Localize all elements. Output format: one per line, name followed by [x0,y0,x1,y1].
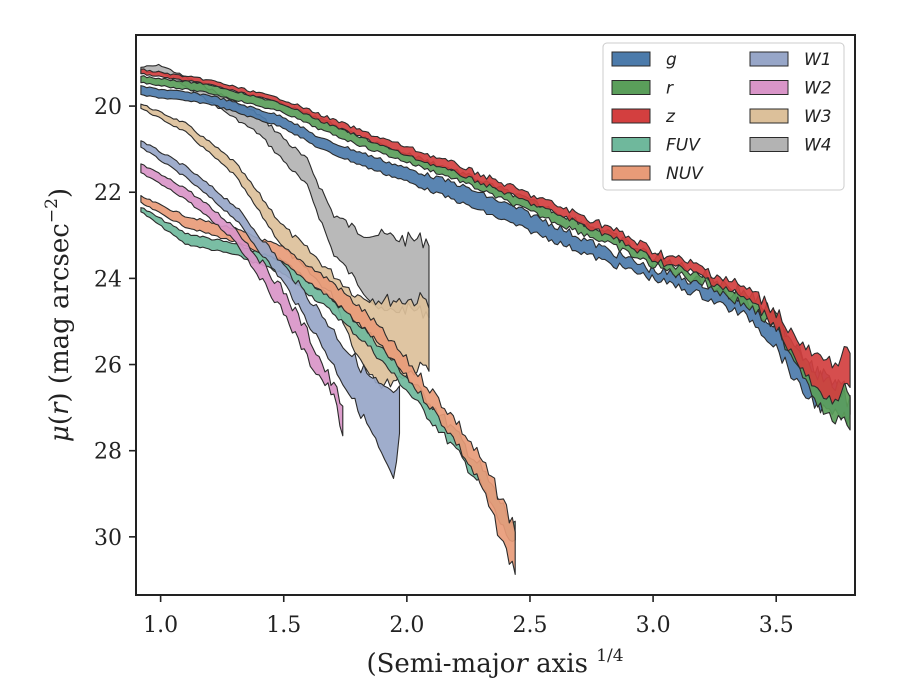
legend-swatch-g [611,51,651,67]
plot-frame [135,34,856,596]
legend-label-FUV: FUV [666,136,701,156]
band-W2 [140,163,344,437]
legend-swatch-NUV [611,165,651,181]
band-z [140,68,851,405]
legend-swatch-W2 [749,80,789,95]
x-tick-label: 1.0 [143,613,178,638]
axis-ticks: 1.0 1.5 2.0 2.5 3.0 3.5 20 22 24 26 28 30 [94,95,794,638]
y-tick-label: 20 [94,95,122,120]
legend-swatch-r [611,80,651,95]
legend-swatch-z [611,108,651,124]
x-tick-label: 2.5 [512,613,547,638]
y-tick-label: 30 [94,526,122,551]
x-tick-label: 1.5 [266,613,301,638]
legend-label-r: r [666,79,674,99]
legend: grz FUV NUV W1 W2 W3 W4 [602,42,845,191]
y-tick-label: 26 [94,354,122,379]
legend-swatch-W3 [749,108,789,124]
legend-label-g: g [666,50,677,70]
legend-swatch-FUV [611,137,651,152]
legend-label-W2: W2 [804,79,832,99]
legend-frame [602,42,845,191]
band-W1 [140,140,401,479]
legend-label-W1: W1 [804,50,832,70]
y-tick-label: 28 [94,440,122,465]
y-tick-label: 24 [94,267,122,292]
x-tick-label: 2.0 [389,613,424,638]
legend-label-W4: W4 [804,136,832,156]
x-axis-label: (Semi-major axis 1/4 [366,646,623,679]
legend-label-NUV: NUV [666,164,704,184]
legend-swatch-W4 [749,137,789,152]
y-tick-label: 22 [94,181,122,206]
data-bands [140,63,851,575]
x-tick-label: 3.5 [759,613,794,638]
legend-label-W3: W3 [804,107,832,127]
legend-swatch-W1 [749,51,789,67]
y-axis-label: μ(r) (mag arcsec−2) [42,188,75,442]
legend-label-z: z [665,107,676,127]
x-tick-label: 3.0 [636,613,671,638]
